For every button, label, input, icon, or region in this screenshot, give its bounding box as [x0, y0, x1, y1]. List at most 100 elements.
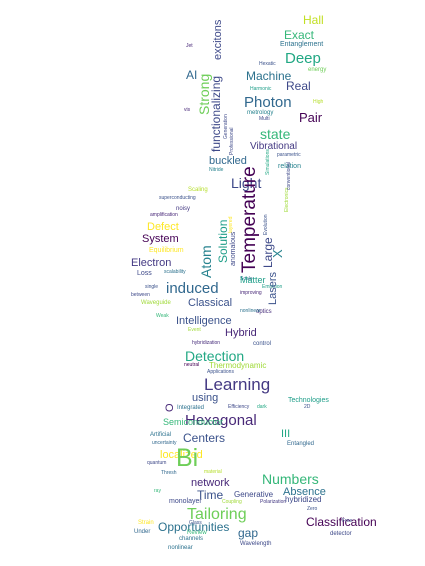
word-improving: improving: [240, 290, 262, 296]
word-entangled: Centers: [183, 431, 226, 445]
word-jet: Jet: [186, 43, 193, 49]
word-quantum: Bi: [176, 444, 199, 472]
word-dark: Efficiency: [228, 404, 250, 410]
word-network: Numbers: [262, 471, 319, 487]
word-scale: Scale: [240, 276, 253, 282]
word-technologies: using: [192, 392, 219, 404]
word-simulations: Professional: [229, 127, 235, 155]
word-deep: Deep: [285, 50, 321, 67]
word-ray: Time: [197, 488, 224, 502]
word-detection: Detection: [185, 348, 245, 364]
word-glass: Strain: [138, 520, 154, 526]
word-scaling: Scaling: [188, 187, 208, 193]
word-buckled: buckled: [209, 155, 247, 167]
word-matter: Matter: [240, 275, 266, 285]
word-excitons: Wavelength: [240, 541, 272, 547]
word-under: gap: [238, 526, 259, 540]
word-coupling: Absence: [283, 486, 326, 498]
word-classification: Tailoring: [187, 506, 247, 523]
word-scalability: scalability: [164, 269, 186, 275]
word-hexatic: Hexatic: [259, 61, 276, 67]
word-vis: vis: [184, 107, 191, 113]
word-waveguide: Waveguide: [141, 300, 171, 306]
word-weak: Weak: [156, 313, 169, 319]
word-centers: Artificial: [150, 432, 172, 438]
word-layered: conventional: [286, 161, 292, 190]
word-real: Real: [286, 79, 311, 93]
word-control: control: [253, 341, 272, 347]
word-thermodynamic: Thermodynamic: [209, 361, 267, 370]
word-2d: dark: [257, 404, 267, 410]
word-strong: excitons: [212, 19, 224, 60]
word-localized: uncertainty: [152, 440, 177, 446]
word-hexagonal: 2D: [304, 404, 311, 410]
word-pair: Pair: [299, 110, 323, 125]
word-numbers: material: [204, 469, 222, 475]
word-conventional: Evolution: [263, 214, 269, 235]
word-applications: Applications: [207, 369, 234, 375]
word-anomalous: Solution: [216, 219, 230, 263]
word-lasers: X: [270, 249, 285, 258]
word-o: Lasers: [267, 271, 279, 305]
word-efficiency: Integrated: [177, 405, 205, 411]
word-channels: detector: [330, 531, 352, 537]
word-entanglement: Entanglement: [280, 41, 324, 48]
word-evolution: Electronics: [284, 187, 290, 212]
word-emission: Emission: [262, 284, 283, 290]
word-detector: Review: [187, 530, 207, 536]
word-review: Under: [134, 529, 151, 535]
word-hall: Hall: [303, 13, 324, 27]
word-induced: induced: [166, 280, 219, 297]
word-electron: Electron: [131, 257, 172, 269]
word-large: Temperature: [239, 166, 260, 273]
word-bi: localized: [160, 449, 203, 461]
word-photon: Photon: [244, 94, 292, 111]
word-neutral: neutral: [184, 362, 200, 368]
word-time: monolayer: [169, 498, 202, 505]
word-zero: hybridized: [285, 495, 322, 504]
word-metrology: metrology: [247, 110, 274, 116]
word-exact: Exact: [284, 28, 315, 42]
word-optics: optics: [256, 309, 272, 315]
word-classical: Classical: [188, 297, 233, 309]
word-polarization: Coupling: [222, 499, 242, 505]
word-temperature: anomalous: [230, 231, 237, 266]
word-single: single: [145, 284, 159, 290]
word-hybrid: Hybrid: [225, 327, 257, 339]
word-multi: Multi: [259, 116, 270, 122]
word-between: between: [131, 292, 150, 298]
word-relation: relation: [278, 163, 301, 170]
word-uncertainty: Entangled: [287, 441, 315, 447]
word-learning: Learning: [204, 375, 271, 394]
word-wavelength: channels: [179, 536, 204, 542]
word-harmonic: Harmonic: [250, 86, 272, 92]
word-monolayer: network: [191, 477, 230, 489]
word-generation: functionalizing: [209, 75, 223, 152]
word-light: Light: [231, 175, 262, 191]
word-iii: Semiconductor: [163, 417, 224, 427]
word-hybridized: Polarization: [260, 499, 287, 505]
word-free: Classification: [306, 515, 377, 529]
word-artificial: III: [281, 428, 291, 440]
word-nitride: Nitride: [209, 167, 224, 173]
word-generative: ray: [154, 488, 161, 494]
word-gap: Opportunities: [158, 520, 230, 534]
word-absence: Generative: [234, 490, 274, 499]
word-loss: Loss: [137, 270, 152, 277]
word-thresh: quantum: [147, 460, 167, 466]
word-opportunities: Glass: [189, 520, 202, 526]
word-integrated: Technologies: [288, 397, 329, 404]
word-tailoring: Zero: [307, 506, 318, 512]
word-strain: Free: [342, 518, 353, 524]
word-amplification: amplification: [150, 212, 178, 218]
word-machine: Machine: [246, 69, 292, 83]
word-solution: Atom: [198, 245, 214, 278]
word-material: Thresh: [161, 470, 177, 476]
word-high: High: [313, 99, 324, 105]
word-noisy: noisy: [176, 206, 191, 212]
word-equilibrium: Equilibrium: [149, 247, 184, 254]
word-parametric: parametric: [277, 152, 301, 158]
word-defect: Defect: [147, 221, 179, 233]
word-system: System: [142, 233, 179, 245]
